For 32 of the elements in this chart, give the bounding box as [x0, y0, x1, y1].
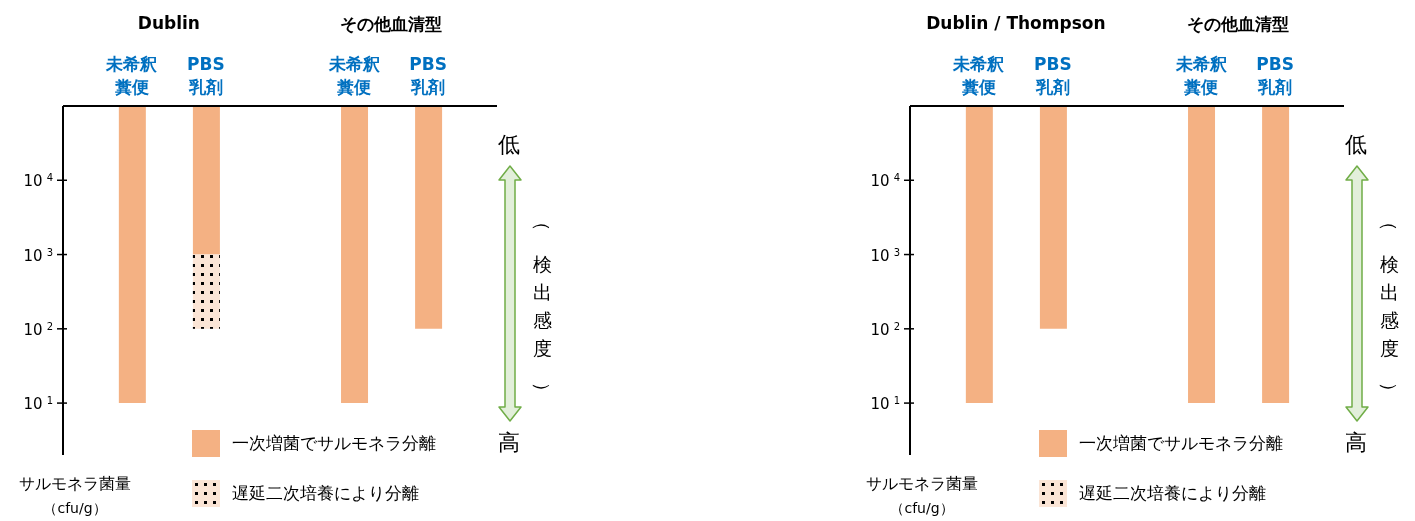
- y-axis-title: サルモネラ菌量（cfu/g）: [865, 473, 979, 518]
- y-tick-label: 10$^{3}$: [23, 246, 53, 265]
- y-tick-label: 10$^{1}$: [23, 394, 53, 414]
- x-tick-label: 未希釈糞便: [1174, 54, 1227, 97]
- text: 高: [498, 429, 520, 457]
- text: その他血清型: [1187, 14, 1290, 34]
- x-tick-label: 未希釈糞便: [327, 54, 380, 97]
- y-axis-title: サルモネラ菌量（cfu/g）: [18, 473, 132, 518]
- x-tick-label: PBS乳剤: [409, 54, 447, 97]
- text: 低: [498, 131, 520, 159]
- text: 低: [1345, 131, 1367, 159]
- x-tick-label: PBS乳剤: [187, 54, 225, 97]
- text: 高: [1345, 429, 1367, 457]
- text: （検出感度）: [1377, 211, 1401, 401]
- x-tick-label: 未希釈糞便: [105, 54, 158, 97]
- text: （検出感度）: [530, 211, 554, 401]
- y-tick-label: 10$^{2}$: [23, 320, 53, 339]
- y-tick-label: 10$^{2}$: [870, 320, 900, 339]
- text: Dublin: [136, 13, 201, 33]
- y-tick-label: 10$^{4}$: [23, 171, 53, 191]
- legend-label: 一次増菌でサルモネラ分離: [232, 432, 436, 455]
- legend-label: 遅延二次培養により分離: [232, 482, 419, 505]
- text: Dublin / Thompson: [925, 13, 1107, 33]
- y-tick-label: 10$^{1}$: [870, 394, 900, 414]
- legend-label: 一次増菌でサルモネラ分離: [1079, 432, 1283, 455]
- y-tick-label: 10$^{3}$: [870, 246, 900, 265]
- text: その他血清型: [339, 13, 444, 36]
- x-tick-label: 未希釈糞便: [952, 54, 1005, 97]
- legend-label: 遅延二次培養により分離: [1079, 482, 1266, 505]
- x-tick-label: PBS乳剤: [1034, 54, 1072, 97]
- x-tick-label: PBS乳剤: [1256, 54, 1294, 97]
- y-tick-label: 10$^{4}$: [870, 171, 900, 191]
